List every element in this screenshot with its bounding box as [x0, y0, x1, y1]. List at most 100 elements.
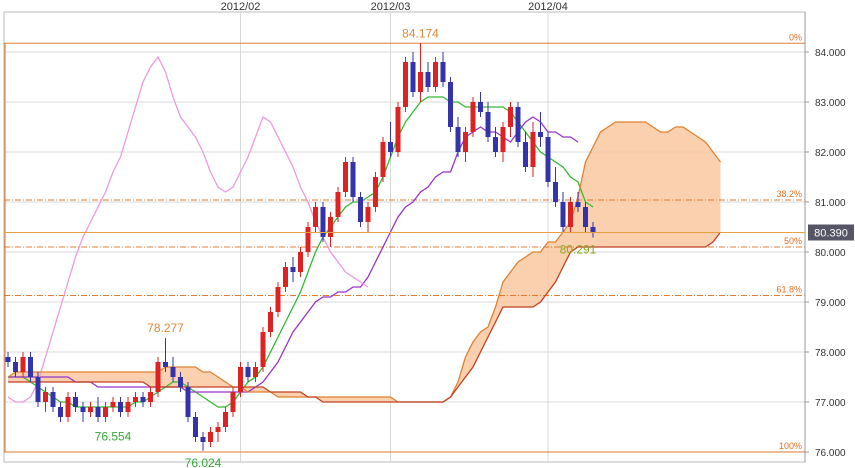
candle-body: [28, 357, 33, 377]
candle-body: [275, 287, 281, 312]
candle-body: [178, 377, 183, 387]
candle-body: [238, 367, 243, 392]
fib-label: 0%: [789, 32, 802, 42]
candle-body: [110, 402, 116, 407]
cloud-fill: [8, 122, 721, 402]
candle-body: [440, 62, 446, 82]
candle-body: [373, 177, 378, 207]
candle-body: [358, 197, 363, 222]
candle-body: [530, 132, 536, 167]
fib-label: 50%: [784, 236, 802, 246]
candle-body: [170, 367, 176, 377]
candle-body: [485, 112, 491, 137]
candle-body: [448, 82, 453, 127]
candle-body: [118, 402, 123, 412]
fib-label: 100%: [779, 441, 802, 451]
candle-body: [208, 432, 213, 442]
month-label: 2012/02: [221, 1, 261, 13]
candle-body: [260, 332, 266, 367]
price-annotation: 80.291: [560, 242, 597, 256]
candle-body: [290, 267, 296, 272]
candle-body: [148, 392, 153, 402]
candle-body: [545, 137, 551, 182]
candle-body: [575, 202, 581, 207]
candle-body: [470, 102, 476, 132]
candle-body: [125, 402, 131, 412]
month-label: 2012/03: [371, 1, 411, 13]
candle-body: [298, 252, 303, 272]
y-tick-label: 80.000: [815, 248, 846, 259]
fibonacci-levels: 0% 38.2% 50% 61.8% 100%: [4, 32, 805, 453]
candle-body: [388, 142, 393, 152]
candle-body: [230, 392, 236, 412]
kijun-line: [8, 116, 579, 393]
fib-label: 61.8%: [776, 285, 802, 295]
candle-body: [515, 107, 521, 142]
price-annotation: 76.554: [95, 429, 132, 443]
candle-body: [568, 202, 573, 227]
candle-body: [560, 202, 566, 227]
senkou-span-a: [7, 121, 722, 403]
candle-body: [103, 407, 108, 417]
y-tick-label: 81.000: [815, 198, 846, 209]
candle-body: [455, 127, 461, 152]
candle-body: [478, 102, 483, 112]
candle-body: [283, 267, 288, 287]
candle-body: [553, 182, 558, 202]
candle-body: [350, 162, 356, 197]
candle-body: [95, 407, 101, 417]
candle-body: [20, 357, 26, 372]
candle-body: [73, 397, 78, 407]
candle-body: [380, 142, 386, 177]
x-axis-months: 2012/02 2012/03 2012/04: [221, 1, 568, 13]
candle-body: [493, 137, 498, 152]
candle-body: [410, 62, 416, 92]
current-price-box: [808, 224, 854, 241]
price-annotation: 78.277: [147, 321, 184, 335]
candle-body: [43, 392, 48, 402]
candle-body: [5, 357, 11, 362]
candle-body: [193, 417, 198, 437]
candle-body: [305, 227, 311, 252]
candle-body: [253, 367, 258, 377]
y-tick-label: 78.000: [815, 348, 846, 359]
candle-body: [538, 132, 543, 137]
candle-body: [163, 362, 168, 367]
y-tick-label: 77.000: [815, 398, 846, 409]
ichimoku-cloud: [8, 122, 721, 402]
candle-body: [133, 397, 138, 402]
candle-body: [583, 207, 588, 227]
senkou-span-b: [8, 231, 722, 403]
candle-body: [58, 407, 63, 417]
candle-body: [590, 227, 596, 233]
candle-body: [343, 162, 348, 192]
candle-body: [215, 427, 221, 432]
candle-body: [328, 217, 333, 237]
candle-body: [185, 387, 191, 417]
price-annotation: 76.024: [185, 456, 222, 468]
y-tick-label: 76.000: [815, 448, 846, 459]
current-price-label: 80.390: [814, 228, 848, 240]
candle-body: [335, 192, 341, 217]
y-tick-label: 82.000: [815, 148, 846, 159]
candle-body: [80, 407, 86, 412]
candlesticks: [5, 43, 596, 451]
candle-body: [365, 207, 371, 222]
candle-body: [268, 312, 273, 332]
month-label: 2012/04: [528, 1, 568, 13]
candle-body: [313, 207, 318, 227]
fib-label: 38.2%: [776, 189, 802, 199]
candle-body: [223, 412, 228, 427]
y-tick-label: 79.000: [815, 298, 846, 309]
chikou-line: [7, 55, 369, 403]
candle-body: [155, 362, 161, 392]
candle-body: [50, 392, 56, 407]
price-annotation: 84.174: [402, 26, 439, 40]
candle-body: [433, 62, 438, 87]
y-tick-label: 84.000: [815, 48, 846, 59]
candle-body: [35, 377, 41, 402]
candle-body: [425, 72, 431, 87]
y-axis: 76.000 77.000 78.000 79.000 80.000 81.000 82.0…: [4, 12, 854, 462]
